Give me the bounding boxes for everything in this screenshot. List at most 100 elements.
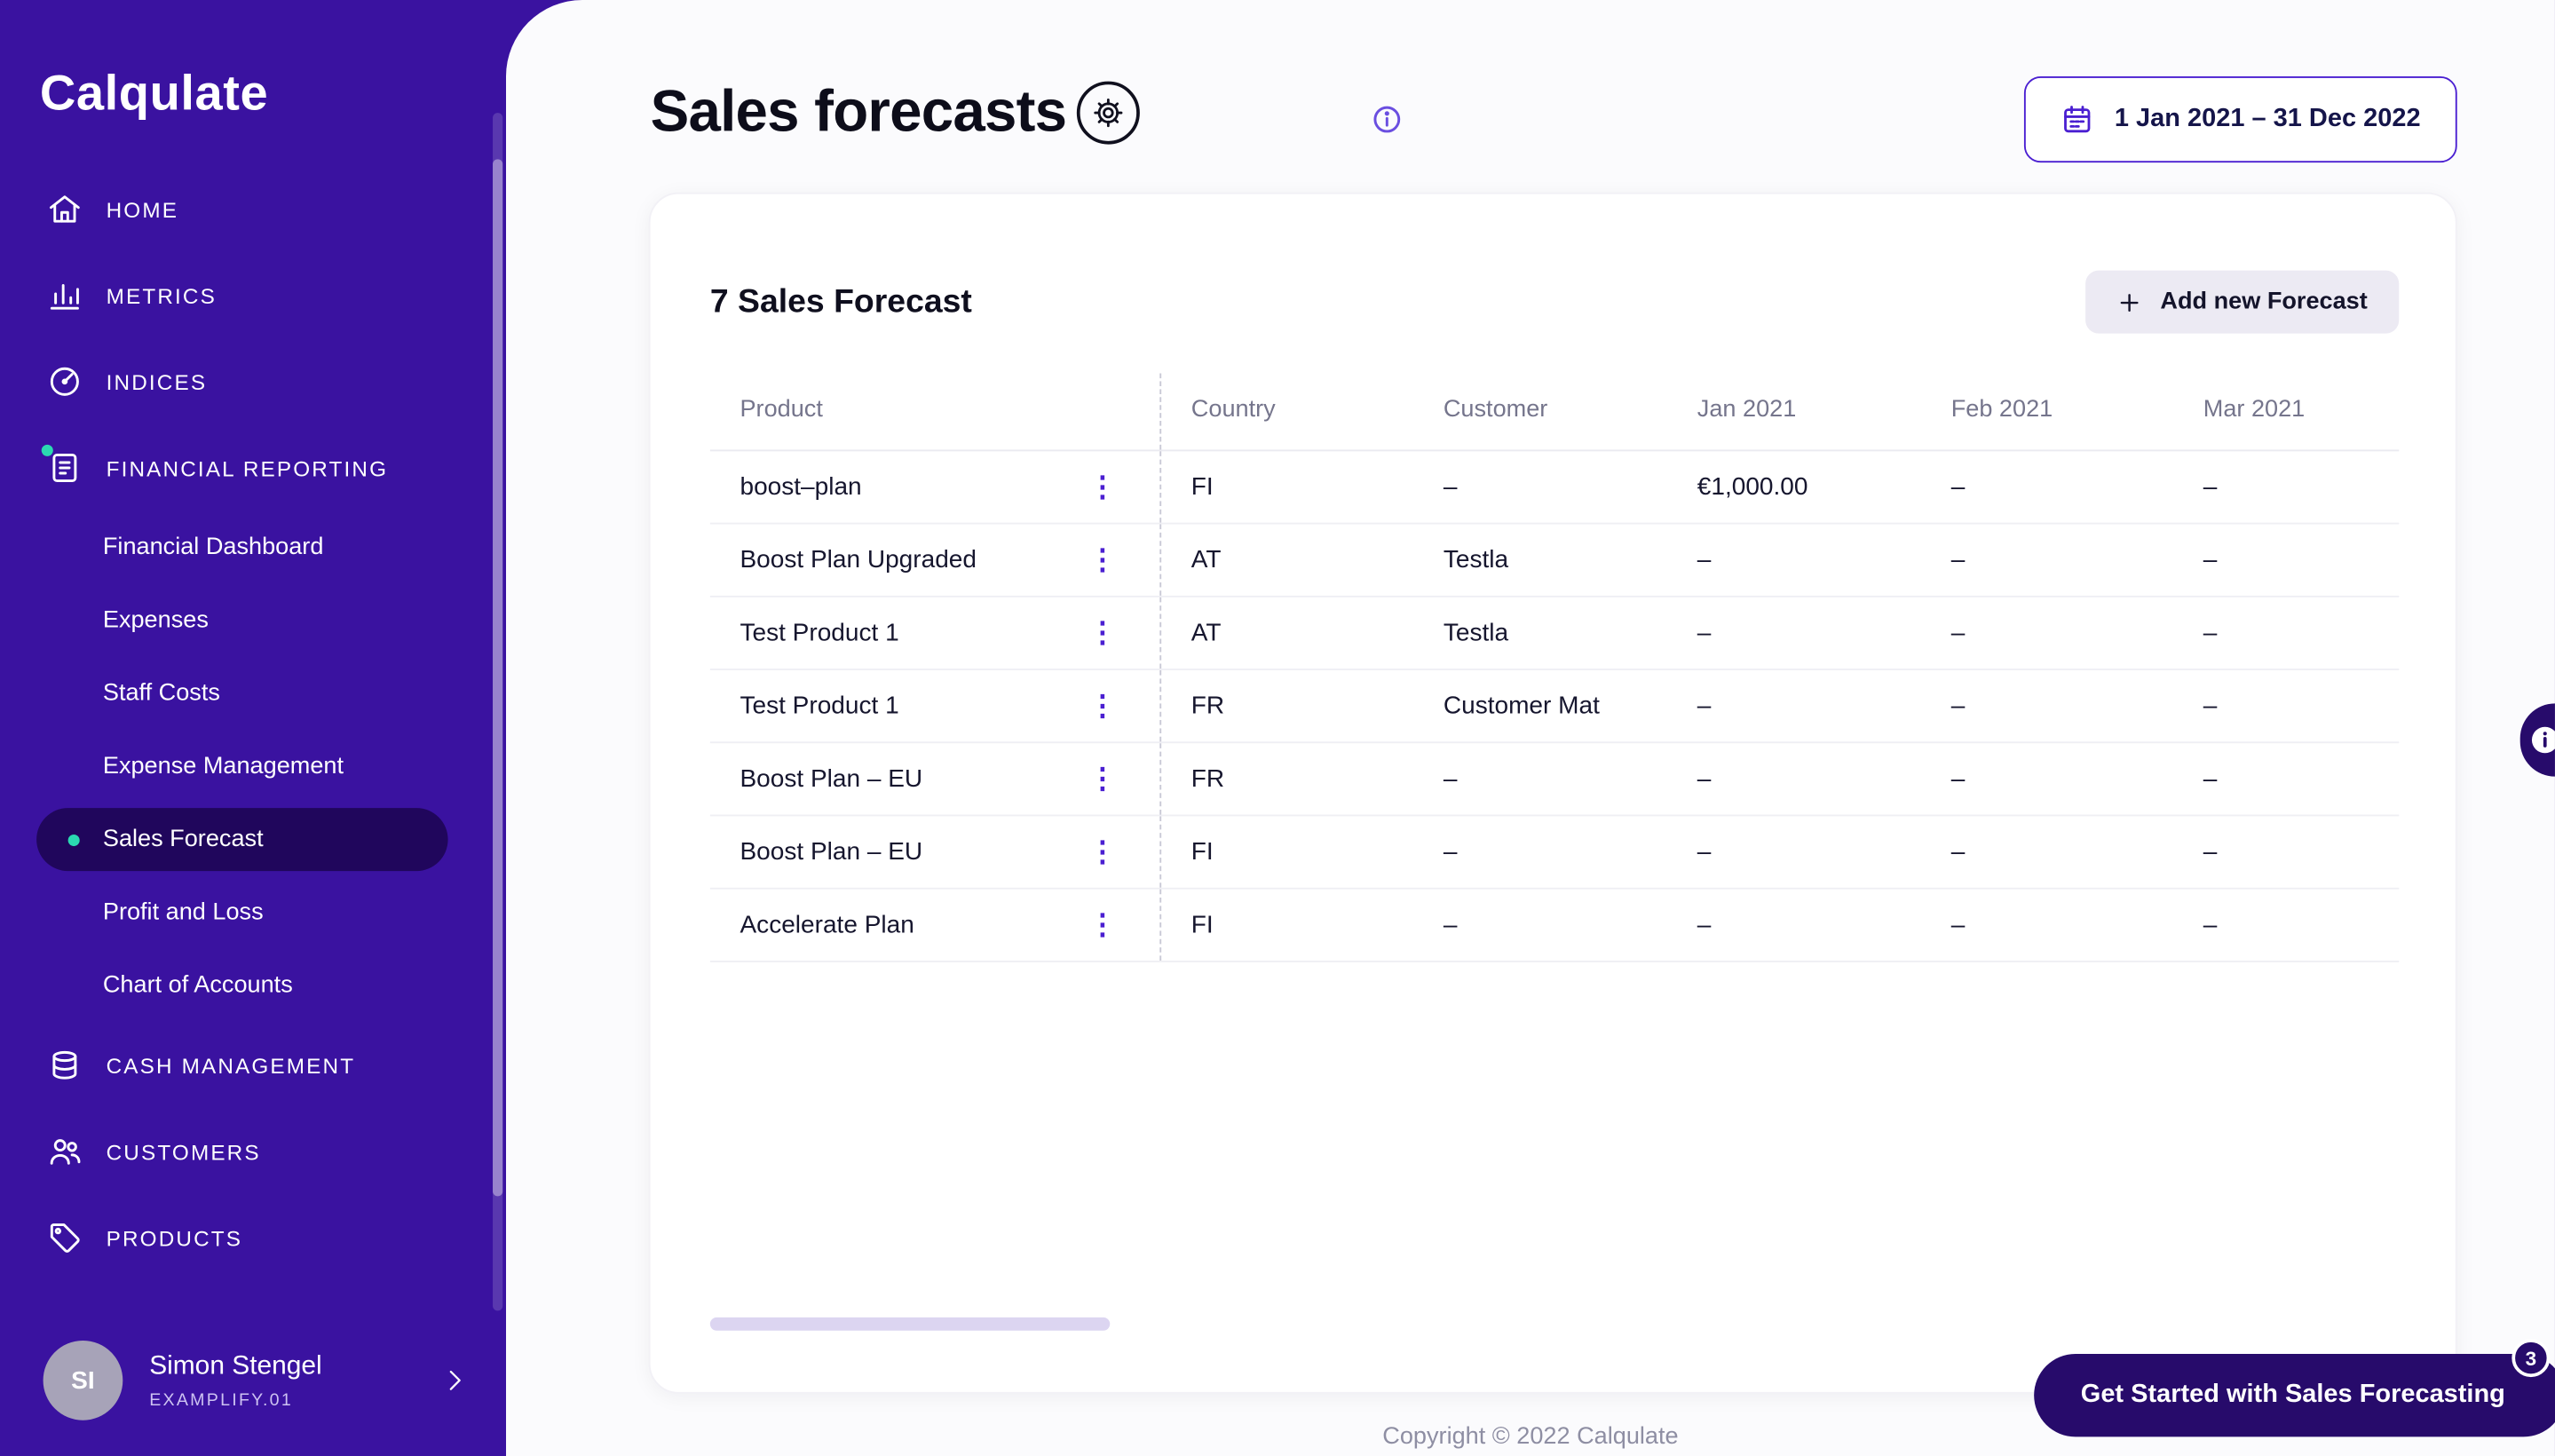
date-range-value: 1 Jan 2021 – 31 Dec 2022 — [2114, 104, 2421, 133]
user-menu[interactable]: SI Simon Stengel EXAMPLIFY.01 — [0, 1340, 506, 1456]
cta-badge: 3 — [2511, 1339, 2551, 1378]
date-range-picker[interactable]: 1 Jan 2021 – 31 Dec 2022 — [2023, 75, 2457, 163]
column-header-product: Product — [710, 373, 1162, 450]
active-dot — [67, 834, 80, 846]
customer-cell: – — [1443, 472, 1458, 502]
sidebar-subitem-financial-dashboard[interactable]: Financial Dashboard — [0, 511, 506, 584]
country-cell: AT — [1190, 619, 1222, 647]
feb-2021-cell: – — [1950, 545, 1966, 574]
sidebar-scrollbar-thumb[interactable] — [493, 159, 503, 1197]
row-menu-icon[interactable]: ⋮ — [1088, 909, 1117, 941]
table-row: Test Product 1 ⋮ FR Customer Mat – – – — [709, 669, 2400, 744]
row-menu-icon[interactable]: ⋮ — [1088, 690, 1117, 722]
sidebar: Calqulate HOME METRICS INDICES — [0, 0, 506, 1456]
column-header-mar-2021: Mar 2021 — [2203, 396, 2306, 423]
sidebar-item-home[interactable]: HOME — [0, 166, 506, 252]
row-menu-icon[interactable]: ⋮ — [1088, 763, 1117, 795]
sidebar-item-indices[interactable]: INDICES — [0, 338, 506, 424]
sidebar-item-products[interactable]: PRODUCTS — [0, 1195, 506, 1281]
feb-2021-cell: – — [1950, 764, 1966, 794]
sidebar-item-label: INDICES — [106, 368, 208, 394]
row-menu-icon[interactable]: ⋮ — [1088, 835, 1117, 868]
country-cell: FI — [1190, 837, 1214, 866]
row-menu-icon[interactable]: ⋮ — [1088, 471, 1117, 503]
sidebar-subitem-expense-management[interactable]: Expense Management — [0, 730, 506, 803]
table-header-row: Product Country Customer Jan 2021 Feb 20… — [709, 373, 2400, 452]
subitem-label: Profit and Loss — [102, 898, 264, 926]
product-name: Boost Plan Upgraded — [740, 545, 977, 574]
table-row: Boost Plan Upgraded ⋮ AT Testla – – – — [709, 524, 2400, 597]
sidebar-item-customers[interactable]: CUSTOMERS — [0, 1108, 506, 1194]
table-row: boost–plan ⋮ FI – €1,000.00 – – — [709, 451, 2400, 525]
subitem-label: Financial Dashboard — [102, 534, 324, 561]
sidebar-item-label: FINANCIAL REPORTING — [106, 455, 389, 481]
sidebar-item-label: PRODUCTS — [106, 1225, 243, 1251]
row-menu-icon[interactable]: ⋮ — [1088, 543, 1117, 576]
product-name: Boost Plan – EU — [740, 764, 923, 794]
chevron-right-icon — [439, 1365, 470, 1396]
sidebar-scrollbar-track[interactable] — [493, 113, 503, 1311]
calendar-icon — [2060, 103, 2092, 136]
sidebar-item-label: HOME — [106, 196, 179, 222]
info-icon — [1371, 103, 1404, 136]
jan-2021-cell: – — [1697, 545, 1712, 574]
main-content: Sales forecasts 1 Jan 2021 – 31 Dec 2022… — [505, 0, 2555, 1456]
subitem-label: Sales Forecast — [102, 826, 264, 853]
mar-2021-cell: – — [2203, 692, 2218, 721]
mar-2021-cell: – — [2203, 619, 2218, 647]
mar-2021-cell: – — [2203, 545, 2218, 574]
customer-cell: – — [1443, 837, 1458, 866]
customer-cell: – — [1443, 764, 1458, 794]
customer-cell: Testla — [1443, 619, 1509, 647]
financial-reporting-icon — [41, 444, 83, 486]
card-header: 7 Sales Forecast Add new Forecast — [710, 270, 2400, 334]
page-title: Sales forecasts — [650, 79, 1067, 145]
cash-management-icon — [46, 1047, 83, 1083]
customer-cell: Testla — [1443, 545, 1509, 574]
sidebar-subitem-sales-forecast[interactable]: Sales Forecast — [36, 808, 448, 872]
feb-2021-cell: – — [1950, 692, 1966, 721]
page-header: Sales forecasts — [651, 80, 1140, 146]
user-name: Simon Stengel — [149, 1351, 322, 1380]
indices-icon — [46, 363, 83, 400]
horizontal-scrollbar-thumb[interactable] — [709, 1317, 1111, 1331]
sidebar-subitem-expenses[interactable]: Expenses — [0, 584, 506, 657]
sidebar-item-label: METRICS — [106, 282, 217, 308]
country-cell: FI — [1190, 910, 1214, 939]
sidebar-item-cash-management[interactable]: CASH MANAGEMENT — [0, 1022, 506, 1108]
country-cell: FR — [1190, 692, 1225, 721]
customers-icon — [46, 1133, 83, 1169]
sidebar-subitem-staff-costs[interactable]: Staff Costs — [0, 657, 506, 730]
customer-cell: Customer Mat — [1443, 692, 1600, 721]
subitem-label: Chart of Accounts — [102, 972, 293, 1000]
metrics-icon — [46, 277, 83, 313]
column-header-feb-2021: Feb 2021 — [1950, 396, 2053, 423]
user-org: EXAMPLIFY.01 — [149, 1389, 293, 1410]
sidebar-item-metrics[interactable]: METRICS — [0, 252, 506, 338]
subitem-label: Staff Costs — [102, 680, 220, 708]
cta-label: Get Started with Sales Forecasting — [2080, 1380, 2505, 1409]
jan-2021-cell: – — [1697, 619, 1712, 647]
product-name: Test Product 1 — [740, 619, 899, 647]
column-header-customer: Customer — [1443, 396, 1548, 423]
sidebar-item-label: CASH MANAGEMENT — [106, 1052, 356, 1078]
add-new-forecast-button[interactable]: Add new Forecast — [2085, 270, 2400, 334]
column-header-country: Country — [1190, 396, 1276, 423]
feb-2021-cell: – — [1950, 619, 1966, 647]
financial-reporting-submenu: Financial Dashboard Expenses Staff Costs… — [0, 511, 506, 1023]
logo: Calqulate — [39, 66, 269, 122]
settings-button[interactable] — [1076, 81, 1140, 145]
forecasts-table: Product Country Customer Jan 2021 Feb 20… — [709, 373, 2400, 962]
sidebar-item-financial-reporting[interactable]: FINANCIAL REPORTING — [0, 424, 506, 510]
user-info: Simon Stengel EXAMPLIFY.01 — [149, 1351, 321, 1409]
sidebar-subitem-profit-and-loss[interactable]: Profit and Loss — [0, 876, 506, 949]
jan-2021-cell: €1,000.00 — [1697, 472, 1808, 502]
mar-2021-cell: – — [2203, 837, 2218, 866]
sidebar-subitem-chart-of-accounts[interactable]: Chart of Accounts — [0, 949, 506, 1022]
row-menu-icon[interactable]: ⋮ — [1088, 617, 1117, 649]
get-started-cta-button[interactable]: Get Started with Sales Forecasting 3 — [2034, 1339, 2555, 1437]
subitem-label: Expenses — [102, 606, 209, 634]
page-info-button[interactable] — [1371, 103, 1404, 136]
sidebar-item-label: CUSTOMERS — [106, 1138, 261, 1164]
